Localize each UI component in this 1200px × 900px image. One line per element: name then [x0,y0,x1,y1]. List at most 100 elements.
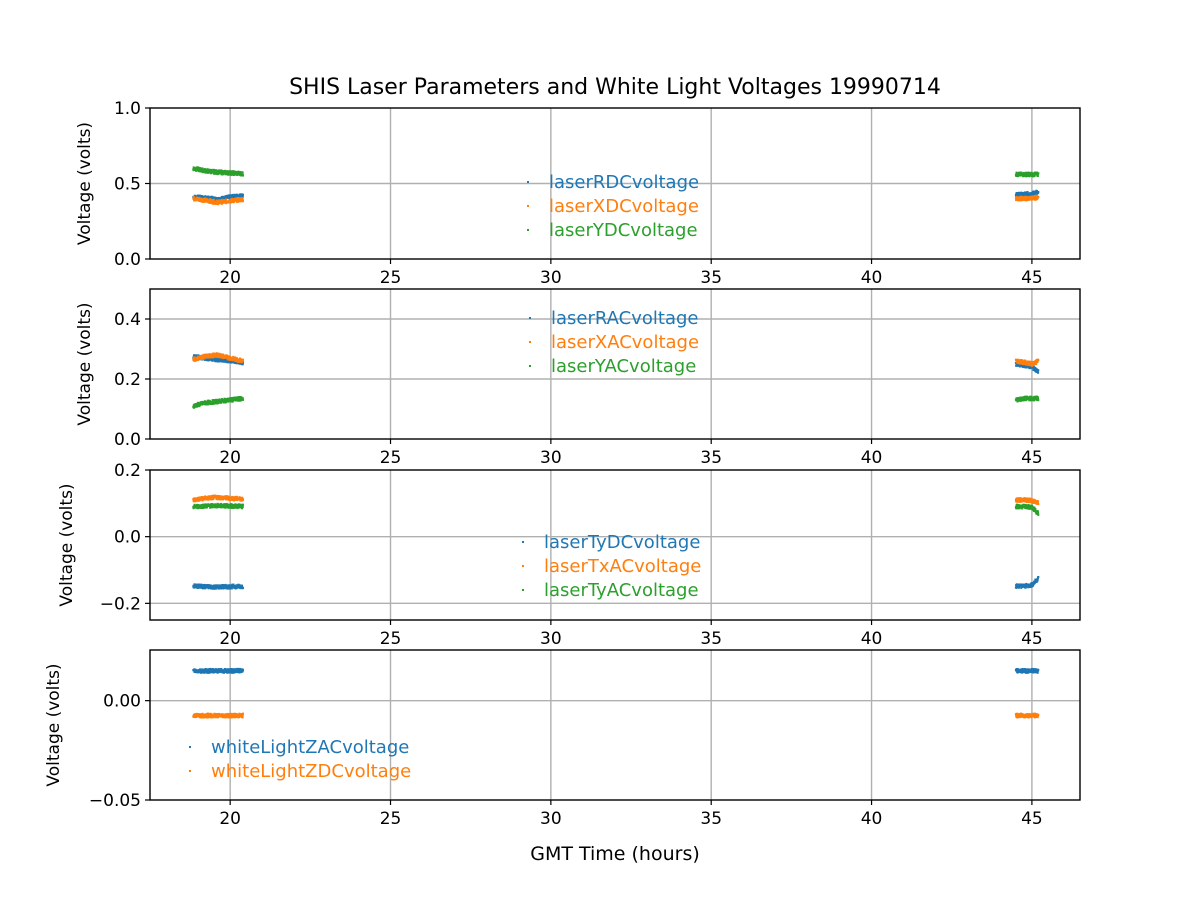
y-tick-label: 0.2 [114,461,141,481]
data-point [1018,585,1021,588]
data-point [1028,198,1031,201]
y-tick-label: 0.0 [114,528,141,548]
series-3-points [192,166,1040,178]
x-tick-label: 40 [861,809,883,829]
data-point [1024,171,1027,174]
y-axis-label: Voltage (volts) [75,302,95,425]
data-point [238,496,241,499]
data-point [1037,196,1040,199]
data-point [1033,174,1036,177]
subplot-4: 20 25 30 35 40 45 −0.05 0.00 Voltage (volts) whit… [44,649,1081,829]
data-point [217,715,220,718]
data-point [200,584,203,587]
data-point [1021,671,1024,674]
data-point [229,671,232,674]
data-point [1026,668,1029,671]
data-point [210,498,213,501]
data-point [1020,191,1023,194]
legend-marker [522,565,524,567]
data-point [241,507,244,509]
data-point [1036,510,1039,513]
x-tick-label: 35 [700,268,722,288]
data-point [236,193,239,196]
subplot-2: 20 25 30 35 40 45 0.0 0.2 0.4 Voltage (volts) lase… [75,288,1081,468]
data-point [1018,504,1021,507]
data-point [217,357,220,360]
data-point [206,170,209,173]
data-point [1036,671,1039,674]
data-point [1015,712,1018,715]
x-tick-label: 45 [1021,629,1043,649]
data-point [1037,500,1040,503]
y-tick-label: 1.0 [114,99,141,119]
data-point [1015,507,1018,510]
data-point [1025,398,1028,401]
data-point [241,584,243,587]
data-point [215,360,218,363]
legend-marker [529,365,531,367]
series-2-points [192,352,1040,367]
legend-marker [522,541,524,543]
data-point [230,497,233,500]
y-tick-label: 0.4 [114,310,141,330]
data-point [210,195,213,198]
data-point [1029,367,1032,370]
x-tick-label: 40 [861,268,883,288]
data-point [210,200,213,203]
data-point [218,495,221,497]
data-point [1032,671,1035,674]
data-point [217,671,220,674]
data-point [242,668,244,671]
data-point [213,357,216,360]
data-point [242,498,244,501]
data-point [1037,369,1040,372]
data-point [204,495,207,498]
subplot-3: 20 25 30 35 40 45 −0.2 0.0 0.2 Voltage (volts) las… [57,461,1081,649]
data-point [208,399,211,402]
y-axis-label: Voltage (volts) [75,122,95,245]
data-point [237,396,240,398]
data-point [205,354,208,357]
x-tick-label: 30 [540,629,562,649]
data-point [231,400,234,403]
subplot-1: 20 25 30 35 40 45 0.0 0.5 1.0 Voltage (volts) lase… [75,99,1081,288]
data-point [229,170,232,173]
data-point [215,587,218,590]
data-point [242,199,244,202]
series-2-points [192,194,1040,206]
legend: laserRACvoltage laserXACvoltage laserYACvo… [529,308,699,377]
data-point [1037,512,1040,515]
data-point [223,713,226,716]
data-point [224,583,227,586]
data-point [1036,396,1039,399]
data-point [201,671,204,673]
data-point [195,166,198,169]
x-tick-label: 25 [380,809,402,829]
data-point [1036,578,1039,581]
data-point [220,171,223,174]
data-point [242,712,244,715]
data-point [206,401,209,404]
data-point [1021,194,1024,197]
x-tick-label: 45 [1021,268,1043,288]
data-point [1034,510,1037,513]
data-point [1026,175,1029,177]
data-point [242,174,244,177]
data-point [1030,667,1033,670]
x-tick-label: 35 [700,448,722,468]
data-point [226,668,229,671]
data-point [227,715,230,717]
legend-marker [189,770,191,772]
data-point [213,504,216,507]
data-point [1037,371,1040,374]
data-point [207,356,210,359]
legend-label: laserXACvoltage [551,332,699,353]
data-point [208,587,211,590]
data-point [199,713,202,716]
series-3-points [192,395,1040,409]
legend-label: laserTyACvoltage [544,580,699,601]
data-point [1025,199,1028,202]
data-point [1017,716,1020,719]
data-point [200,358,203,360]
data-point [241,716,244,719]
